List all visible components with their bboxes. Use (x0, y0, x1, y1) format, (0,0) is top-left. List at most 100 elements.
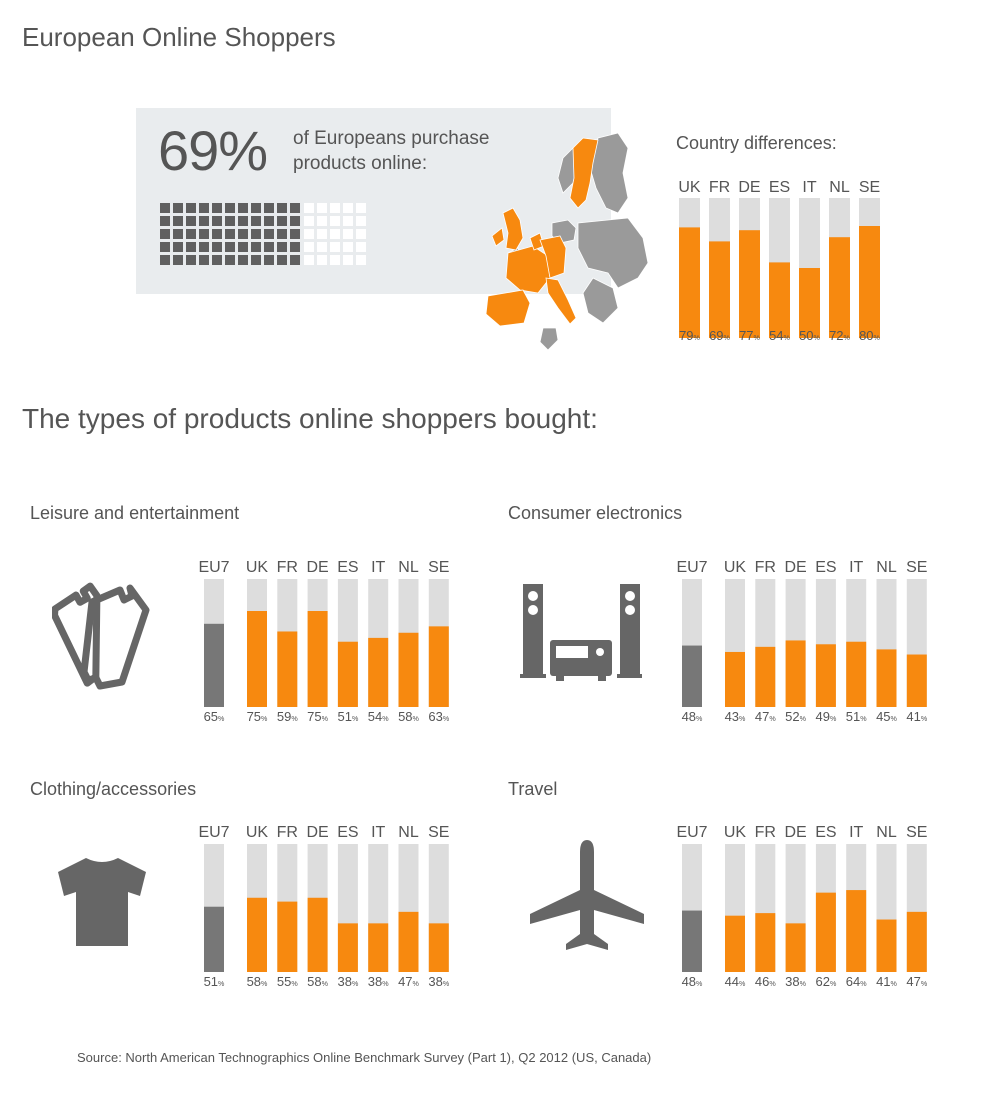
waffle-cell-filled (160, 216, 170, 226)
value-unit: % (800, 715, 807, 723)
waffle-cell-filled (199, 203, 209, 213)
category-label: DE (784, 824, 806, 841)
bar (337, 923, 358, 972)
bar (307, 897, 328, 972)
value-unit: % (696, 980, 703, 988)
value-label: 38% (428, 974, 449, 989)
value-unit: % (443, 715, 450, 723)
waffle-cell-empty (343, 255, 353, 265)
value-unit: % (724, 334, 731, 342)
value-unit: % (352, 715, 359, 723)
waffle-cell-filled (225, 242, 235, 252)
value-label: 38% (785, 974, 806, 989)
waffle-cell-empty (343, 203, 353, 213)
value-unit: % (874, 334, 881, 342)
waffle-cell-filled (199, 216, 209, 226)
waffle-cell-filled (277, 216, 287, 226)
waffle-cell-filled (186, 255, 196, 265)
waffle-cell-empty (343, 242, 353, 252)
headline-percent: 69% (158, 119, 268, 182)
waffle-cell-filled (251, 255, 261, 265)
value-unit: % (739, 980, 746, 988)
waffle-cell-filled (251, 203, 261, 213)
category-label: UK (724, 559, 747, 576)
bar (859, 226, 880, 338)
waffle-cell-filled (199, 229, 209, 239)
waffle-cell-filled (238, 203, 248, 213)
value-label: 52% (785, 709, 806, 724)
waffle-cell-empty (330, 255, 340, 265)
value-label: 75% (247, 709, 268, 724)
stereo-icon (520, 584, 642, 681)
value-unit: % (830, 715, 837, 723)
clothing-chart: EU7 51% UK 58% FR 55% DE 58% ES 38% IT 38% NL 47% SE 38… (198, 824, 449, 989)
bar (785, 923, 806, 972)
value-unit: % (413, 980, 420, 988)
waffle-cell-filled (290, 242, 300, 252)
value-unit: % (413, 715, 420, 723)
waffle-cell-filled (160, 242, 170, 252)
value-label: 44% (725, 974, 746, 989)
value-unit: % (218, 980, 225, 988)
waffle-cell-empty (330, 216, 340, 226)
waffle-cell-filled (277, 229, 287, 239)
category-label: FR (755, 824, 776, 841)
bar (815, 644, 836, 707)
waffle-cell-filled (238, 216, 248, 226)
value-label: 46% (755, 974, 776, 989)
waffle-cell-empty (304, 216, 314, 226)
value-label: 51% (204, 974, 225, 989)
bar (846, 890, 867, 972)
value-label: 59% (277, 709, 298, 724)
value-label: 48% (682, 974, 703, 989)
travel-chart: EU7 48% UK 44% FR 46% DE 38% ES 62% IT 64% NL 41% SE 47… (676, 824, 927, 989)
leisure-title: Leisure and entertainment (30, 503, 240, 523)
waffle-cell-empty (304, 203, 314, 213)
category-label: ES (815, 559, 836, 576)
category-label: ES (815, 824, 836, 841)
waffle-cell-empty (330, 203, 340, 213)
bar (368, 923, 389, 972)
value-label: 58% (307, 974, 328, 989)
value-unit: % (860, 715, 867, 723)
waffle-cell-empty (317, 242, 327, 252)
bar (769, 262, 790, 338)
category-label: SE (906, 559, 927, 576)
category-label: DE (306, 559, 328, 576)
electronics-chart: EU7 48% UK 43% FR 47% DE 52% ES 49% IT 51% NL 45% SE 41… (676, 559, 927, 724)
bar (247, 897, 267, 972)
value-label: 58% (398, 709, 419, 724)
value-label: 38% (368, 974, 389, 989)
value-label: 41% (876, 974, 897, 989)
bar (277, 901, 298, 972)
category-label: ES (337, 559, 358, 576)
waffle-cell-filled (264, 242, 274, 252)
bar (739, 230, 760, 338)
waffle-cell-filled (251, 229, 261, 239)
category-label: UK (246, 559, 269, 576)
value-unit: % (352, 980, 359, 988)
value-label: 41% (906, 709, 927, 724)
value-unit: % (739, 715, 746, 723)
value-label: 75% (307, 709, 328, 724)
bar (906, 654, 927, 707)
waffle-cell-filled (160, 255, 170, 265)
bar (428, 626, 449, 707)
bar (398, 911, 419, 972)
waffle-cell-filled (173, 203, 183, 213)
value-unit: % (830, 980, 837, 988)
waffle-cell-filled (186, 203, 196, 213)
bar (682, 910, 702, 972)
waffle-cell-filled (160, 203, 170, 213)
bar (906, 911, 927, 972)
bar (846, 641, 867, 707)
waffle-cell-filled (212, 229, 222, 239)
value-label: 43% (725, 709, 746, 724)
category-label: IT (371, 824, 385, 841)
waffle-cell-filled (173, 229, 183, 239)
category-label: NL (398, 559, 419, 576)
waffle-cell-filled (251, 242, 261, 252)
waffle-cell-filled (173, 242, 183, 252)
category-label: EU7 (198, 559, 229, 576)
